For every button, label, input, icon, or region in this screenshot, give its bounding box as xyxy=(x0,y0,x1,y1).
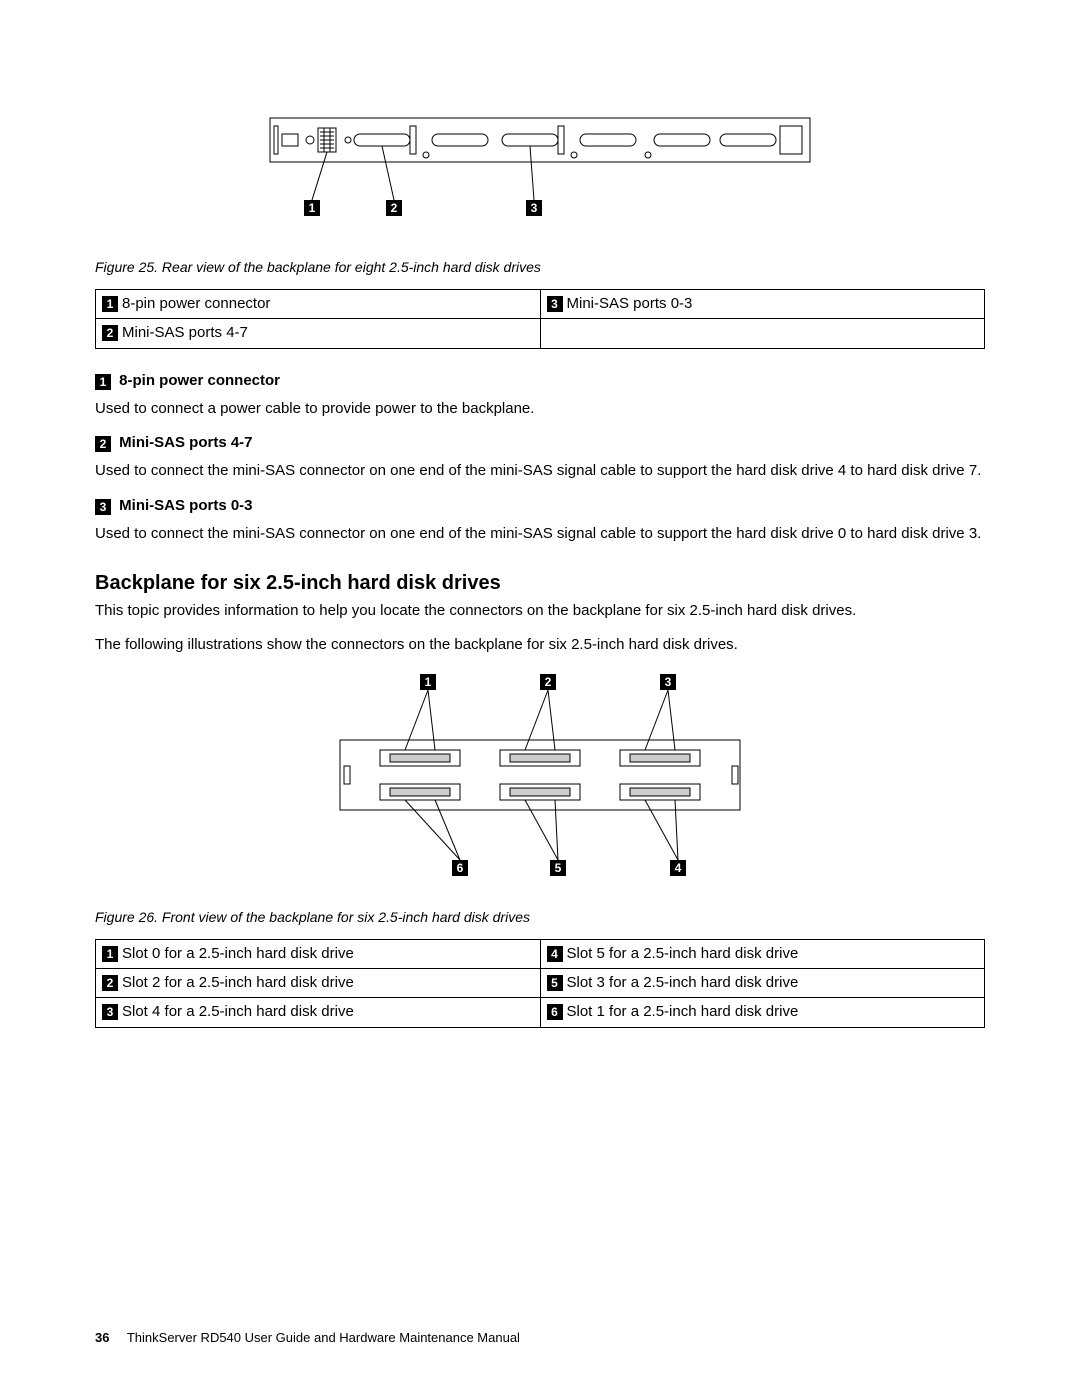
callout-num-icon: 2 xyxy=(102,975,118,991)
callout-num-icon: 5 xyxy=(547,975,563,991)
callout-num-icon: 1 xyxy=(102,296,118,312)
footer-title: ThinkServer RD540 User Guide and Hardwar… xyxy=(127,1330,520,1345)
section-heading: 3 Mini-SAS ports 0-3 xyxy=(95,496,985,516)
callout-num-icon: 3 xyxy=(102,1004,118,1020)
cell-text: Slot 1 for a 2.5-inch hard disk drive xyxy=(567,1003,799,1020)
figure-26-caption: Figure 26. Front view of the backplane f… xyxy=(95,908,985,927)
figure-26-table: 1Slot 0 for a 2.5-inch hard disk drive 4… xyxy=(95,939,985,1028)
svg-text:3: 3 xyxy=(665,675,672,689)
cell-text: Mini-SAS ports 4-7 xyxy=(122,324,248,341)
table-cell: 6Slot 1 for a 2.5-inch hard disk drive xyxy=(540,998,985,1027)
section-title: Mini-SAS ports 0-3 xyxy=(119,497,252,514)
cell-text: 8-pin power connector xyxy=(122,295,270,312)
backplane-rear-svg: 1 2 3 xyxy=(260,100,820,240)
table-cell: 2Mini-SAS ports 4-7 xyxy=(96,319,541,348)
callout-num-icon: 1 xyxy=(95,374,111,390)
section-heading: 1 8-pin power connector xyxy=(95,371,985,391)
callout-num-icon: 3 xyxy=(547,296,563,312)
table-cell: 4Slot 5 for a 2.5-inch hard disk drive xyxy=(540,939,985,968)
section-heading: 2 Mini-SAS ports 4-7 xyxy=(95,433,985,453)
table-cell: 3Mini-SAS ports 0-3 xyxy=(540,290,985,319)
section-title: 8-pin power connector xyxy=(119,372,280,389)
svg-text:2: 2 xyxy=(545,675,552,689)
figure-25-caption: Figure 25. Rear view of the backplane fo… xyxy=(95,258,985,277)
svg-text:2: 2 xyxy=(391,201,398,215)
section-body: Used to connect the mini-SAS connector o… xyxy=(95,524,985,544)
cell-text: Slot 3 for a 2.5-inch hard disk drive xyxy=(567,974,799,991)
table-cell: 3Slot 4 for a 2.5-inch hard disk drive xyxy=(96,998,541,1027)
callout-num-icon: 4 xyxy=(547,946,563,962)
cell-text: Slot 2 for a 2.5-inch hard disk drive xyxy=(122,974,354,991)
cell-text: Slot 5 for a 2.5-inch hard disk drive xyxy=(567,945,799,962)
svg-text:6: 6 xyxy=(457,861,464,875)
section-title: Mini-SAS ports 4-7 xyxy=(119,434,252,451)
topic-heading: Backplane for six 2.5-inch hard disk dri… xyxy=(95,570,985,597)
cell-text: Mini-SAS ports 0-3 xyxy=(567,295,693,312)
cell-text: Slot 4 for a 2.5-inch hard disk drive xyxy=(122,1003,354,1020)
page-number: 36 xyxy=(95,1330,109,1345)
svg-text:5: 5 xyxy=(555,861,562,875)
figure-25-table: 18-pin power connector 3Mini-SAS ports 0… xyxy=(95,289,985,349)
svg-text:4: 4 xyxy=(675,861,682,875)
section-body: Used to connect a power cable to provide… xyxy=(95,399,985,419)
page-footer: 36 ThinkServer RD540 User Guide and Hard… xyxy=(95,1329,520,1347)
table-cell xyxy=(540,319,985,348)
svg-text:1: 1 xyxy=(425,675,432,689)
topic-paragraph: This topic provides information to help … xyxy=(95,601,985,621)
callout-num-icon: 6 xyxy=(547,1004,563,1020)
svg-text:3: 3 xyxy=(531,201,538,215)
figure-26: 1 2 3 xyxy=(95,670,985,896)
figure-25: 1 2 3 xyxy=(95,100,985,246)
cell-text: Slot 0 for a 2.5-inch hard disk drive xyxy=(122,945,354,962)
table-cell: 5Slot 3 for a 2.5-inch hard disk drive xyxy=(540,969,985,998)
callout-num-icon: 1 xyxy=(102,946,118,962)
table-cell: 18-pin power connector xyxy=(96,290,541,319)
topic-paragraph: The following illustrations show the con… xyxy=(95,635,985,655)
callout-num-icon: 2 xyxy=(95,436,111,452)
callout-num-icon: 3 xyxy=(95,499,111,515)
table-cell: 1Slot 0 for a 2.5-inch hard disk drive xyxy=(96,939,541,968)
table-cell: 2Slot 2 for a 2.5-inch hard disk drive xyxy=(96,969,541,998)
backplane-front-svg: 1 2 3 xyxy=(310,670,770,890)
callout-num-icon: 2 xyxy=(102,325,118,341)
svg-text:1: 1 xyxy=(309,201,316,215)
section-body: Used to connect the mini-SAS connector o… xyxy=(95,461,985,481)
